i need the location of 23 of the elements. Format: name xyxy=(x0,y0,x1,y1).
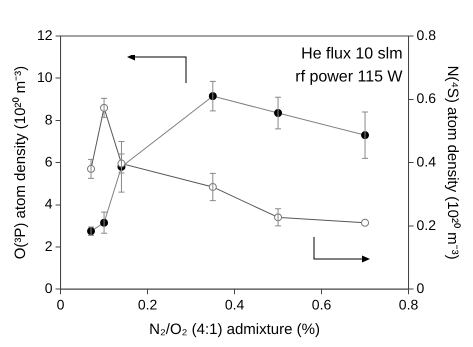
y2-tick-label: 0.6 xyxy=(416,90,436,106)
x-tick-label: 0 xyxy=(56,296,65,312)
x-tick-label: 0.2 xyxy=(138,296,158,312)
y-tick-label: 10 xyxy=(36,69,53,86)
annotation: rf power 115 W xyxy=(295,68,404,86)
x-tick-label: 0.8 xyxy=(398,296,418,312)
y2-tick-label: 0.4 xyxy=(416,153,436,170)
y-tick-label: 6 xyxy=(44,153,53,170)
y-tick-label: 4 xyxy=(44,196,53,212)
y2-tick-label: 0.8 xyxy=(416,26,436,43)
x-tick-label: 0.6 xyxy=(312,296,332,312)
x-tick-label: 0.4 xyxy=(224,296,244,312)
annotation: He flux 10 slm xyxy=(301,45,403,62)
y2-axis-title: N(⁴S) atom density (10²⁰ m⁻³) xyxy=(444,66,461,260)
y-tick-label: 12 xyxy=(36,26,53,43)
y-tick-label: 0 xyxy=(44,280,53,296)
point xyxy=(361,218,370,227)
y-tick-label: 2 xyxy=(44,238,53,254)
x-axis-title: N₂/O₂ (4:1) admixture (%) xyxy=(149,321,320,338)
y-axis-title: O(³P) atom density (10²⁰ m⁻³) xyxy=(12,66,30,260)
y2-tick-label: 0 xyxy=(416,280,425,296)
y-tick-label: 8 xyxy=(44,111,53,128)
y2-tick-label: 0.2 xyxy=(416,216,436,233)
